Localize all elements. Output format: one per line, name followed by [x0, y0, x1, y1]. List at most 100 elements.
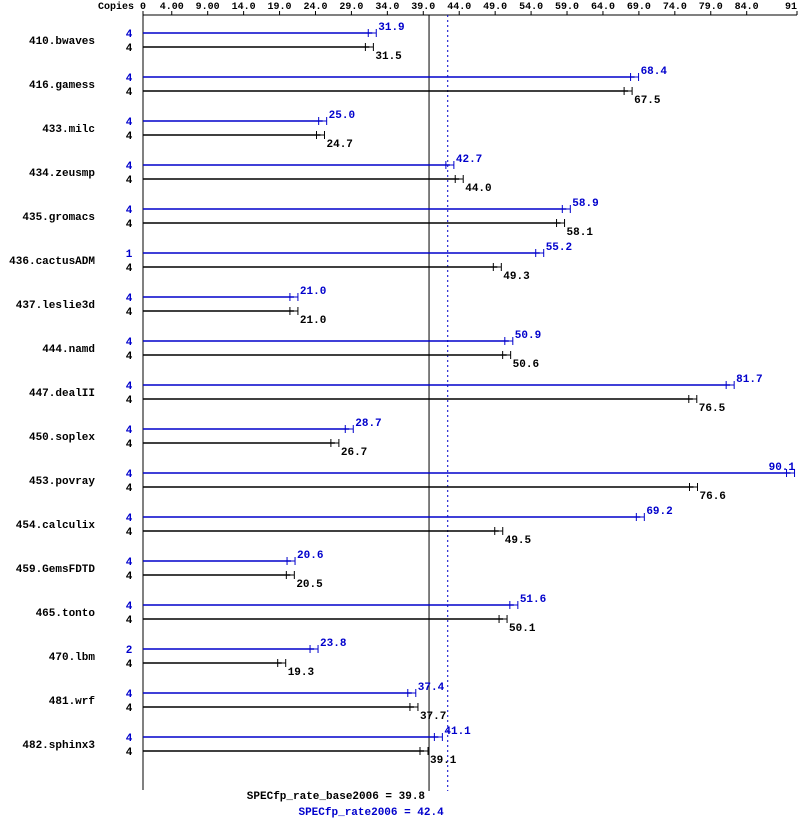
peak-value: 55.2 [546, 242, 572, 254]
base-value: 20.5 [296, 579, 323, 591]
x-tick-label: 91.0 [785, 2, 799, 13]
peak-value: 90.1 [769, 462, 796, 474]
x-tick-label: 4.00 [160, 2, 184, 13]
copies-peak: 4 [126, 601, 133, 613]
peak-value: 69.2 [646, 506, 672, 518]
peak-value: 31.9 [378, 22, 404, 34]
copies-peak: 4 [126, 733, 133, 745]
copies-peak: 4 [126, 73, 133, 85]
peak-value: 58.9 [572, 198, 598, 210]
x-tick-label: 14.0 [232, 2, 256, 13]
spec-rate-chart: 04.009.0014.019.024.029.034.039.044.049.… [0, 0, 799, 831]
copies-peak: 4 [126, 117, 133, 129]
benchmark-label: 450.soplex [29, 432, 95, 444]
base-value: 50.1 [509, 623, 536, 635]
x-tick-label: 54.0 [519, 2, 543, 13]
benchmark-label: 454.calculix [16, 520, 96, 532]
base-value: 58.1 [567, 227, 594, 239]
peak-value: 23.8 [320, 638, 347, 650]
copies-base: 4 [126, 395, 133, 407]
base-value: 26.7 [341, 447, 367, 459]
benchmark-label: 416.gamess [29, 80, 95, 92]
copies-peak: 4 [126, 469, 133, 481]
copies-peak: 4 [126, 337, 133, 349]
peak-value: 68.4 [641, 66, 668, 78]
base-value: 37.7 [420, 711, 446, 723]
x-tick-label: 64.0 [591, 2, 615, 13]
copies-peak: 4 [126, 161, 133, 173]
reference-label: SPECfp_rate2006 = 42.4 [298, 807, 444, 819]
benchmark-label: 435.gromacs [22, 212, 95, 224]
benchmark-label: 453.povray [29, 476, 95, 488]
copies-base: 4 [126, 263, 133, 275]
benchmark-label: 447.dealII [29, 388, 95, 400]
peak-value: 81.7 [736, 374, 762, 386]
copies-peak: 4 [126, 293, 133, 305]
copies-base: 4 [126, 571, 133, 583]
x-tick-label: 79.0 [699, 2, 723, 13]
copies-peak: 4 [126, 29, 133, 41]
copies-base: 4 [126, 351, 133, 363]
benchmark-label: 482.sphinx3 [22, 740, 95, 752]
copies-base: 4 [126, 219, 133, 231]
copies-base: 4 [126, 615, 133, 627]
base-value: 76.6 [700, 491, 726, 503]
copies-base: 4 [126, 747, 133, 759]
copies-base: 4 [126, 43, 133, 55]
peak-value: 37.4 [418, 682, 445, 694]
x-tick-label: 24.0 [303, 2, 327, 13]
benchmark-label: 410.bwaves [29, 36, 95, 48]
base-value: 76.5 [699, 403, 726, 415]
copies-base: 4 [126, 175, 133, 187]
peak-value: 50.9 [515, 330, 541, 342]
copies-peak: 2 [126, 645, 133, 657]
copies-peak: 4 [126, 381, 133, 393]
copies-peak: 1 [126, 249, 133, 261]
copies-peak: 4 [126, 557, 133, 569]
copies-base: 4 [126, 527, 133, 539]
copies-base: 4 [126, 439, 133, 451]
x-tick-label: 19.0 [268, 2, 292, 13]
base-value: 24.7 [327, 139, 353, 151]
peak-value: 42.7 [456, 154, 482, 166]
copies-peak: 4 [126, 425, 133, 437]
copies-header: Copies [98, 1, 134, 13]
base-value: 49.5 [505, 535, 532, 547]
x-tick-label: 84.0 [735, 2, 759, 13]
peak-value: 21.0 [300, 286, 326, 298]
copies-peak: 4 [126, 205, 133, 217]
benchmark-label: 481.wrf [49, 696, 96, 708]
base-value: 21.0 [300, 315, 326, 327]
x-tick-label: 0 [140, 2, 146, 13]
base-value: 39.1 [430, 755, 457, 767]
x-tick-label: 9.00 [196, 2, 220, 13]
x-tick-label: 49.0 [483, 2, 507, 13]
x-tick-label: 69.0 [627, 2, 651, 13]
peak-value: 25.0 [329, 110, 355, 122]
peak-value: 28.7 [355, 418, 381, 430]
copies-peak: 4 [126, 689, 133, 701]
x-tick-label: 39.0 [411, 2, 435, 13]
benchmark-label: 433.milc [42, 124, 95, 136]
peak-value: 41.1 [444, 726, 471, 738]
reference-label: SPECfp_rate_base2006 = 39.8 [247, 791, 426, 803]
base-value: 31.5 [375, 51, 402, 63]
base-value: 49.3 [503, 271, 530, 283]
base-value: 44.0 [465, 183, 491, 195]
benchmark-label: 459.GemsFDTD [16, 564, 96, 576]
x-tick-label: 44.0 [447, 2, 471, 13]
copies-base: 4 [126, 131, 133, 143]
copies-base: 4 [126, 703, 133, 715]
benchmark-label: 465.tonto [36, 608, 96, 620]
benchmark-label: 434.zeusmp [29, 168, 95, 180]
x-tick-label: 34.0 [375, 2, 399, 13]
copies-base: 4 [126, 483, 133, 495]
base-value: 19.3 [288, 667, 315, 679]
x-tick-label: 59.0 [555, 2, 579, 13]
copies-peak: 4 [126, 513, 133, 525]
benchmark-label: 444.namd [42, 344, 95, 356]
copies-base: 4 [126, 307, 133, 319]
benchmark-label: 470.lbm [49, 652, 96, 664]
copies-base: 4 [126, 87, 133, 99]
peak-value: 51.6 [520, 594, 546, 606]
